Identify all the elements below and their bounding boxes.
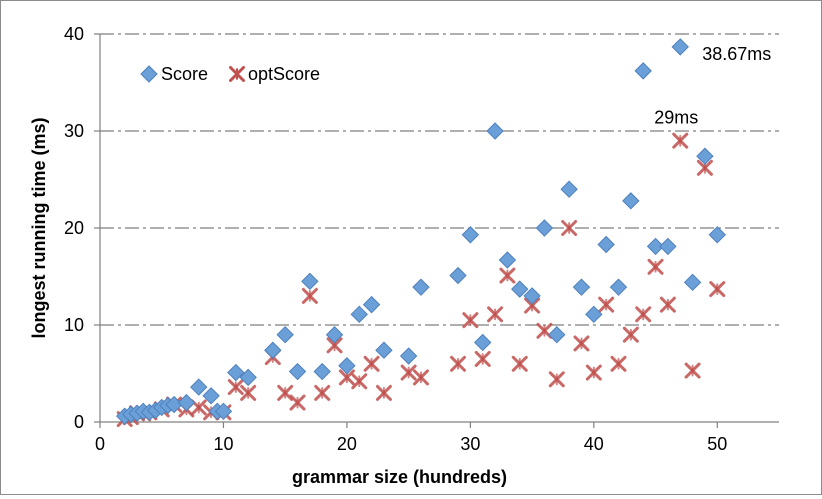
optscore-point bbox=[487, 306, 504, 323]
x-tick-label: 0 bbox=[95, 434, 105, 454]
y-tick-label: 0 bbox=[74, 412, 84, 432]
score-point bbox=[671, 38, 689, 56]
optscore-point bbox=[511, 355, 528, 372]
y-axis-title: longest running time (ms) bbox=[29, 117, 49, 338]
optscore-point bbox=[610, 355, 627, 372]
score-point bbox=[548, 325, 566, 344]
optscore-point bbox=[277, 384, 294, 401]
data-points bbox=[115, 38, 726, 428]
y-tick-label: 20 bbox=[64, 218, 84, 238]
optscore-point bbox=[598, 296, 615, 313]
score-point bbox=[227, 363, 245, 382]
score-point bbox=[239, 368, 257, 387]
optscore-point bbox=[363, 355, 380, 372]
legend-optscore-marker-icon bbox=[229, 66, 245, 82]
optscore-point bbox=[314, 384, 331, 401]
legend-item-score: Score bbox=[140, 64, 208, 84]
optscore-point bbox=[672, 132, 689, 149]
optscore-point bbox=[289, 394, 306, 411]
legend: Score optScore bbox=[140, 64, 320, 84]
optscore-point bbox=[227, 379, 244, 396]
y-tick-label: 30 bbox=[64, 121, 84, 141]
score-point bbox=[177, 393, 196, 412]
x-tick-label: 30 bbox=[460, 434, 480, 454]
score-point bbox=[585, 305, 603, 324]
optscore-point bbox=[499, 267, 516, 284]
x-tick-label: 10 bbox=[213, 434, 233, 454]
score-point bbox=[264, 341, 282, 359]
annotation-score-max: 38.67ms bbox=[702, 44, 771, 64]
optscore-point bbox=[709, 281, 726, 298]
tick-labels: 0 10 20 30 40 50 0 10 20 30 40 bbox=[64, 24, 727, 454]
score-point bbox=[523, 287, 541, 305]
score-point bbox=[572, 278, 591, 296]
score-point bbox=[560, 180, 578, 198]
score-point bbox=[449, 266, 467, 285]
x-tick-label: 40 bbox=[584, 434, 604, 454]
optscore-point bbox=[412, 369, 429, 386]
score-point bbox=[350, 305, 368, 324]
score-point bbox=[622, 192, 640, 210]
score-point bbox=[486, 122, 504, 140]
score-point bbox=[362, 295, 381, 314]
optscore-point bbox=[351, 373, 368, 390]
optscore-point bbox=[573, 335, 590, 352]
score-point bbox=[338, 357, 356, 375]
score-point bbox=[597, 235, 615, 254]
legend-score-marker-icon bbox=[140, 65, 158, 83]
score-point bbox=[202, 387, 220, 405]
optscore-point bbox=[635, 306, 652, 323]
optscore-point bbox=[400, 364, 417, 381]
score-point bbox=[609, 278, 628, 296]
optscore-point bbox=[375, 384, 392, 401]
y-tick-label: 10 bbox=[64, 315, 84, 335]
score-point bbox=[399, 347, 418, 365]
optscore-point bbox=[462, 312, 479, 329]
optscore-point bbox=[659, 296, 676, 313]
score-point bbox=[683, 273, 702, 292]
x-tick-label: 50 bbox=[707, 434, 727, 454]
score-point bbox=[313, 362, 331, 381]
optscore-point bbox=[561, 220, 578, 236]
score-point bbox=[214, 402, 233, 421]
score-point bbox=[190, 378, 208, 396]
score-point bbox=[288, 362, 307, 381]
grid-lines bbox=[100, 33, 779, 326]
optscore-point bbox=[647, 258, 664, 275]
legend-item-optscore: optScore bbox=[229, 64, 320, 84]
optscore-point bbox=[548, 371, 565, 388]
score-point bbox=[325, 325, 344, 344]
legend-optscore-label: optScore bbox=[248, 64, 320, 84]
score-point bbox=[535, 219, 554, 237]
optscore-point bbox=[622, 326, 639, 343]
annotations: 38.67ms 29ms bbox=[654, 44, 771, 128]
score-point bbox=[474, 333, 492, 352]
score-point bbox=[659, 237, 677, 256]
x-axis-title: grammar size (hundreds) bbox=[292, 467, 507, 487]
optscore-point bbox=[585, 364, 602, 381]
y-tick-label: 40 bbox=[64, 24, 84, 44]
score-point bbox=[696, 147, 714, 165]
optscore-point bbox=[684, 362, 701, 379]
annotation-optscore-max: 29ms bbox=[654, 108, 698, 128]
score-point bbox=[375, 341, 393, 359]
legend-score-label: Score bbox=[161, 64, 208, 84]
score-point bbox=[646, 237, 665, 256]
optscore-point bbox=[474, 350, 491, 367]
score-point bbox=[412, 278, 430, 296]
x-tick-label: 20 bbox=[337, 434, 357, 454]
score-point bbox=[301, 272, 319, 291]
optscore-point bbox=[240, 384, 257, 401]
optscore-point bbox=[301, 287, 318, 304]
score-point bbox=[498, 251, 517, 269]
score-point bbox=[634, 62, 652, 80]
score-point bbox=[708, 226, 726, 244]
score-point bbox=[276, 325, 294, 344]
score-point bbox=[461, 226, 480, 244]
optscore-point bbox=[450, 355, 467, 372]
score-point bbox=[511, 280, 529, 298]
